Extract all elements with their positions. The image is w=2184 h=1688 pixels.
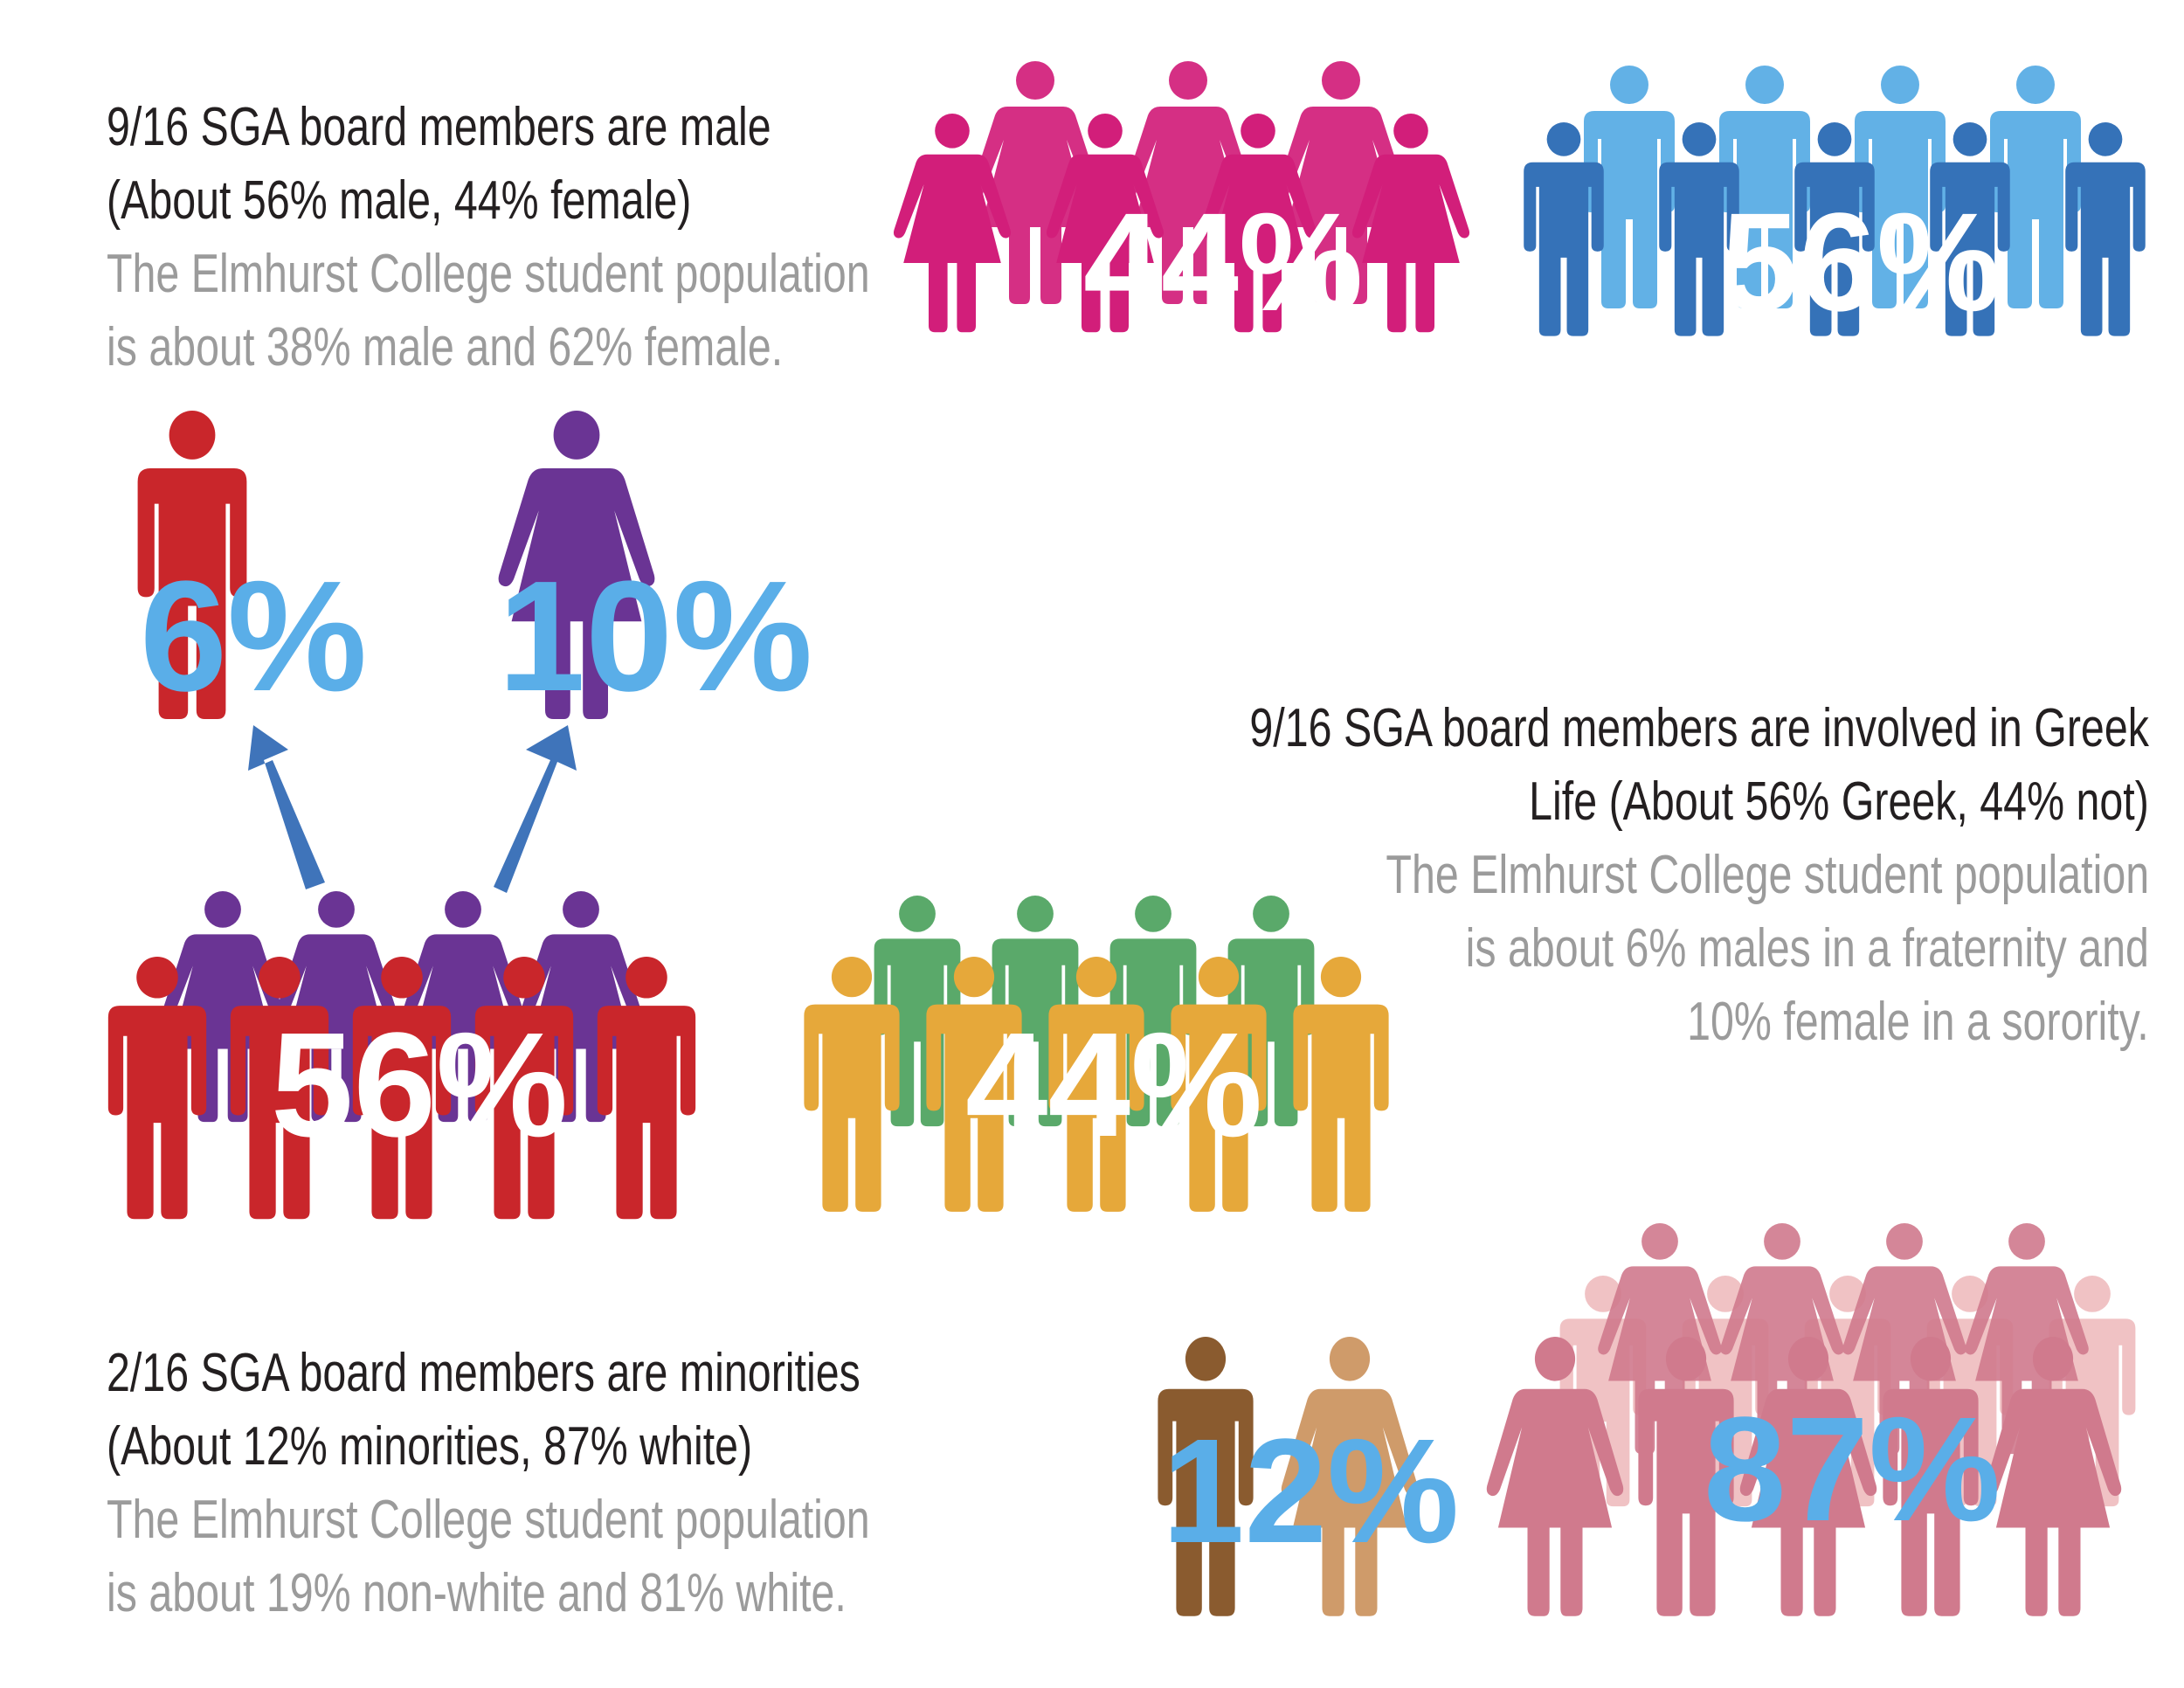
greek-note-line3: 10% female in a sorority. [1687,992,2149,1052]
fraternity-percentage: 6% [140,549,367,724]
sorority-percentage: 10% [498,549,812,724]
arrow-up-left-icon [248,725,325,889]
minorities-note-line2: is about 19% non-white and 81% white. [107,1563,847,1623]
not-greek-percentage: 44% [965,1002,1262,1168]
greek-heading-line2: Life (About 56% Greek, 44% not) [1529,771,2149,832]
female-percentage: 44% [1083,183,1363,340]
gender-note-line2: is about 38% male and 62% female. [107,317,784,377]
white-percentage: 87% [1704,1387,2001,1553]
gender-note-line1: The Elmhurst College student population [107,244,870,304]
arrow-up-right-icon [494,725,577,893]
greek-note-line1: The Elmhurst College student population [1386,845,2149,905]
minorities-heading-line2: (About 12% minorities, 87% white) [107,1416,753,1477]
greek-note-line2: is about 6% males in a fraternity and [1465,918,2149,979]
minority-percentage: 12% [1162,1408,1459,1574]
minorities-note-line1: The Elmhurst College student population [107,1490,870,1550]
greek-heading-line1: 9/16 SGA board members are involved in G… [1249,698,2149,758]
gender-heading-line1: 9/16 SGA board members are male [107,97,771,157]
minorities-heading-line1: 2/16 SGA board members are minorities [107,1343,860,1403]
gender-heading-line2: (About 56% male, 44% female) [107,170,692,231]
male-percentage: 56% [1721,183,2001,340]
greek-percentage: 56% [271,1002,568,1168]
